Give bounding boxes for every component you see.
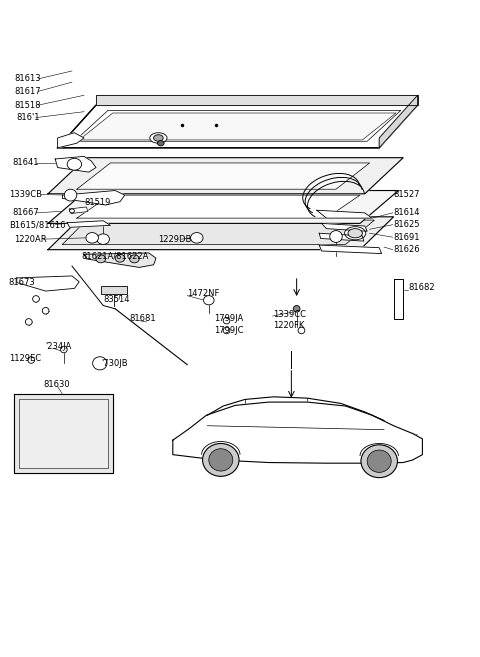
Text: 81641: 81641 bbox=[12, 158, 38, 168]
Text: 1220AR: 1220AR bbox=[14, 235, 47, 244]
Text: 81691: 81691 bbox=[394, 233, 420, 242]
Ellipse shape bbox=[204, 296, 214, 305]
Text: 1339CB: 1339CB bbox=[9, 190, 42, 199]
Text: 1129EC: 1129EC bbox=[9, 353, 41, 363]
Text: 81681: 81681 bbox=[130, 314, 156, 323]
Text: 81682: 81682 bbox=[408, 283, 434, 292]
Ellipse shape bbox=[70, 160, 79, 168]
Ellipse shape bbox=[64, 189, 77, 201]
Text: 81518: 81518 bbox=[14, 101, 41, 110]
Ellipse shape bbox=[33, 296, 39, 302]
Ellipse shape bbox=[25, 319, 32, 325]
Polygon shape bbox=[58, 133, 84, 148]
Ellipse shape bbox=[97, 234, 109, 244]
Ellipse shape bbox=[298, 327, 305, 334]
Polygon shape bbox=[55, 156, 96, 172]
Text: B1615/81616: B1615/81616 bbox=[9, 220, 65, 229]
Polygon shape bbox=[58, 105, 418, 148]
Ellipse shape bbox=[70, 209, 74, 213]
Polygon shape bbox=[48, 158, 403, 194]
Ellipse shape bbox=[332, 233, 340, 240]
Polygon shape bbox=[322, 223, 367, 231]
Polygon shape bbox=[48, 217, 394, 250]
Text: '730JB: '730JB bbox=[101, 359, 127, 369]
Text: 816'1: 816'1 bbox=[17, 113, 40, 122]
Ellipse shape bbox=[223, 317, 230, 324]
Ellipse shape bbox=[96, 255, 106, 263]
Ellipse shape bbox=[88, 235, 96, 241]
Text: 81527: 81527 bbox=[394, 190, 420, 199]
Polygon shape bbox=[74, 110, 401, 141]
Polygon shape bbox=[394, 279, 403, 319]
Text: 81630: 81630 bbox=[43, 380, 70, 389]
Text: 81626: 81626 bbox=[394, 245, 420, 254]
Text: 1339CC: 1339CC bbox=[273, 309, 306, 319]
Text: 1472NF: 1472NF bbox=[187, 288, 219, 298]
Polygon shape bbox=[14, 394, 113, 473]
Polygon shape bbox=[77, 163, 370, 189]
Ellipse shape bbox=[209, 449, 233, 471]
Ellipse shape bbox=[191, 233, 203, 243]
Polygon shape bbox=[173, 402, 422, 463]
Text: 1799JC: 1799JC bbox=[214, 326, 243, 335]
Ellipse shape bbox=[66, 191, 75, 199]
Polygon shape bbox=[317, 210, 372, 218]
Bar bbox=[19, 399, 108, 468]
Ellipse shape bbox=[99, 236, 107, 242]
Ellipse shape bbox=[330, 231, 342, 242]
Ellipse shape bbox=[150, 133, 167, 143]
Text: 81621A/81622A: 81621A/81622A bbox=[82, 252, 149, 261]
Text: '234JA: '234JA bbox=[46, 342, 72, 351]
Ellipse shape bbox=[86, 233, 98, 243]
Ellipse shape bbox=[67, 158, 82, 170]
Ellipse shape bbox=[367, 450, 391, 472]
Text: 1799JA: 1799JA bbox=[214, 314, 243, 323]
Polygon shape bbox=[62, 191, 125, 205]
Ellipse shape bbox=[154, 135, 163, 141]
Ellipse shape bbox=[95, 359, 105, 368]
Polygon shape bbox=[70, 207, 88, 214]
Ellipse shape bbox=[193, 235, 201, 241]
Polygon shape bbox=[84, 253, 156, 267]
Text: 81673: 81673 bbox=[9, 278, 36, 287]
Polygon shape bbox=[48, 191, 398, 223]
Ellipse shape bbox=[203, 443, 239, 476]
Text: 1229DB: 1229DB bbox=[158, 235, 192, 244]
Ellipse shape bbox=[345, 227, 366, 240]
Ellipse shape bbox=[130, 255, 139, 263]
Polygon shape bbox=[58, 105, 418, 148]
Text: 81617: 81617 bbox=[14, 87, 41, 96]
Polygon shape bbox=[379, 95, 418, 148]
Ellipse shape bbox=[157, 141, 164, 146]
Text: 83514: 83514 bbox=[103, 295, 130, 304]
Ellipse shape bbox=[60, 346, 67, 353]
Text: 81625: 81625 bbox=[394, 220, 420, 229]
Text: 81614: 81614 bbox=[394, 208, 420, 217]
Ellipse shape bbox=[361, 445, 397, 478]
Polygon shape bbox=[96, 95, 418, 105]
Ellipse shape bbox=[293, 306, 300, 312]
Polygon shape bbox=[319, 233, 364, 241]
Ellipse shape bbox=[348, 229, 362, 238]
Ellipse shape bbox=[42, 307, 49, 314]
Polygon shape bbox=[67, 221, 110, 227]
Polygon shape bbox=[62, 220, 374, 244]
Ellipse shape bbox=[115, 254, 125, 262]
Text: 1220FK: 1220FK bbox=[273, 321, 304, 330]
Polygon shape bbox=[319, 245, 382, 254]
Polygon shape bbox=[77, 195, 360, 218]
Text: 81667: 81667 bbox=[12, 208, 39, 217]
Text: 81613: 81613 bbox=[14, 74, 41, 83]
Ellipse shape bbox=[93, 357, 107, 370]
Ellipse shape bbox=[28, 357, 35, 363]
Polygon shape bbox=[79, 113, 396, 140]
Ellipse shape bbox=[223, 327, 230, 334]
Bar bbox=[101, 286, 127, 294]
Text: 81519: 81519 bbox=[84, 198, 110, 207]
Polygon shape bbox=[17, 276, 79, 291]
